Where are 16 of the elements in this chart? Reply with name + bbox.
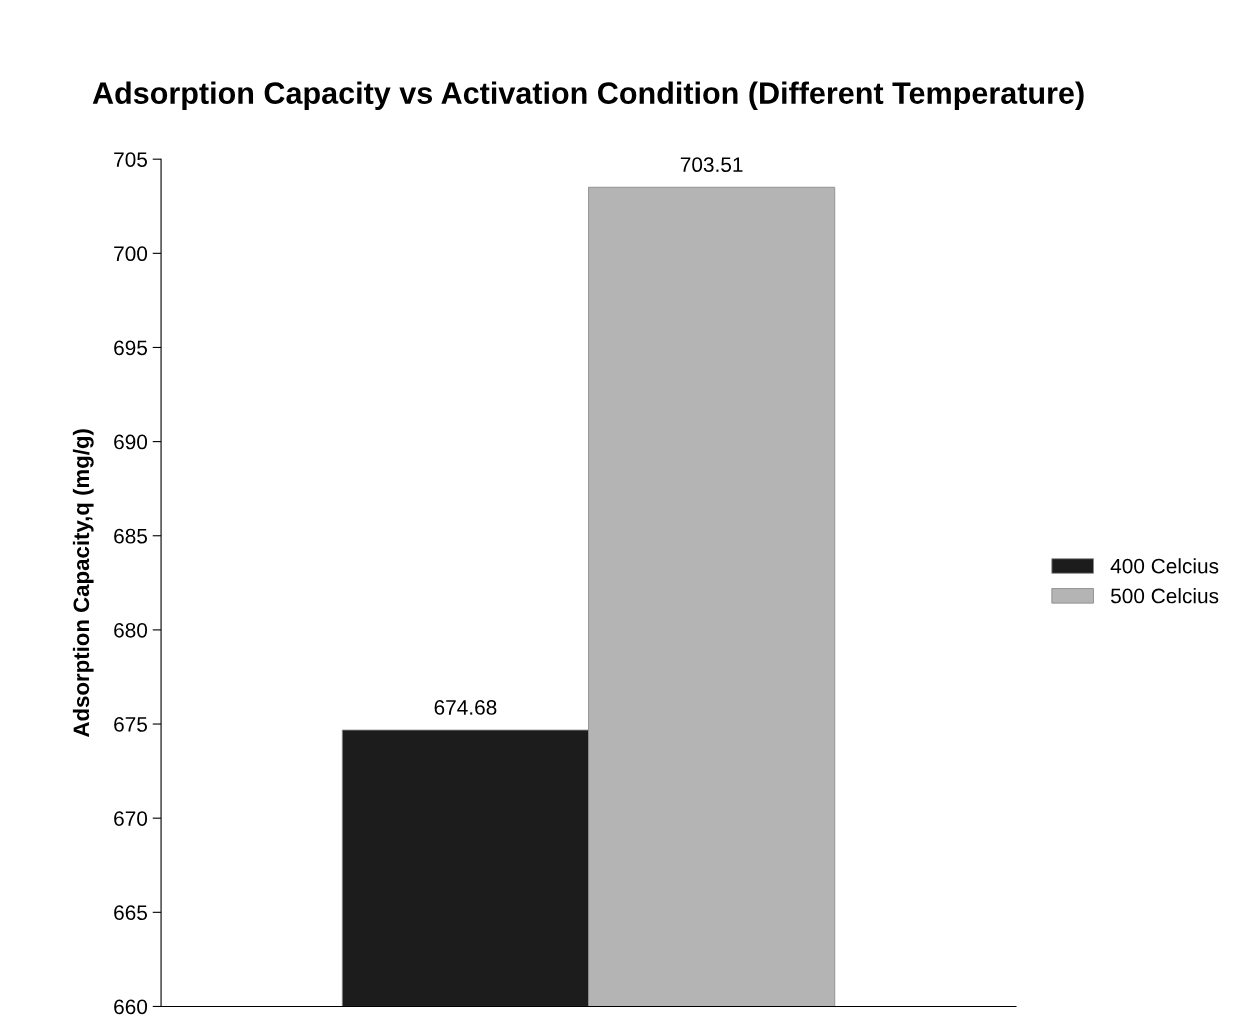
y-tick-label: 660: [114, 999, 148, 1015]
y-tick-label: 670: [114, 811, 148, 826]
legend-label: 500 Celcius: [1110, 588, 1219, 604]
y-tick-label: 685: [114, 528, 148, 544]
legend-label: 400 Celcius: [1110, 558, 1219, 574]
y-tick-label: 690: [114, 434, 148, 450]
y-axis-title: Adsorption Capacity,q (mg/g): [72, 429, 94, 737]
y-tick-label: 680: [114, 622, 148, 638]
y-tick-label: 665: [114, 905, 148, 921]
y-tick-label: 675: [114, 717, 148, 732]
data-label: 674.68: [434, 700, 497, 715]
y-tick-label: 705: [114, 152, 148, 167]
y-tick-label: 700: [114, 246, 148, 262]
y-tick-label: 695: [114, 340, 148, 356]
chart-title: Adsorption Capacity vs Activation Condition (Different Temperature): [92, 81, 1084, 110]
data-label: 703.51: [680, 157, 743, 173]
